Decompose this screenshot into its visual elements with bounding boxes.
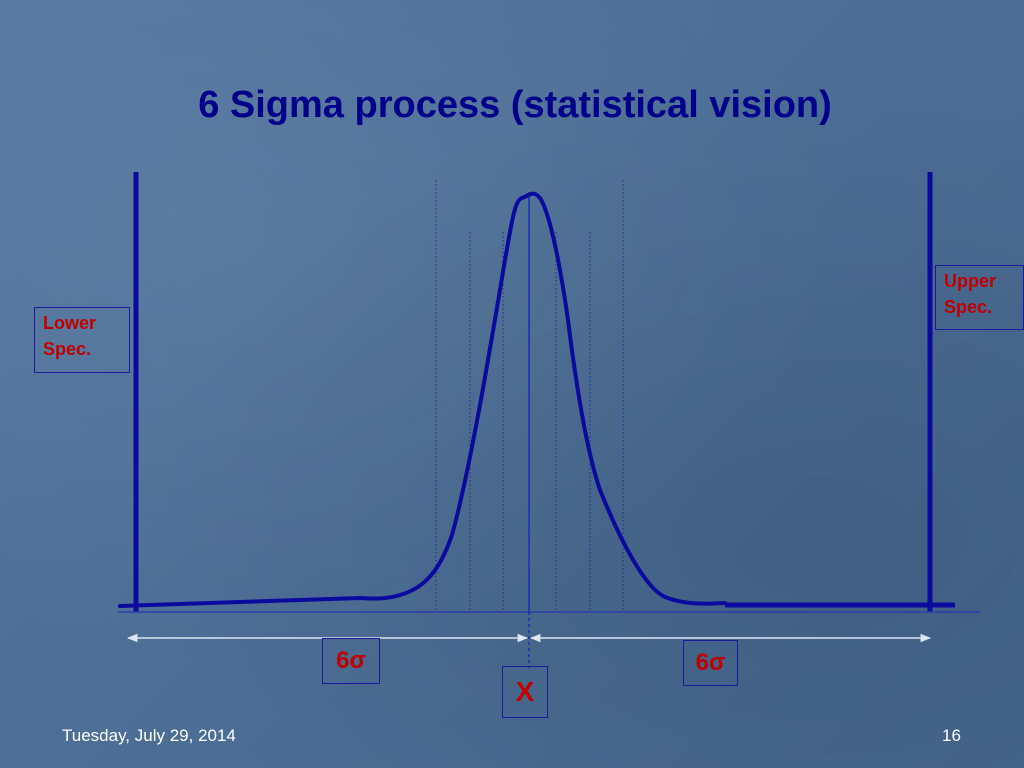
upper-spec-label: Upper Spec. [935,265,1024,330]
distribution-curve [118,191,727,608]
mean-x-label: X [502,666,548,718]
right-six-sigma-label: 6σ [683,640,738,686]
lower-spec-line-1: Lower [43,313,97,333]
upper-spec-line-2: Spec. [944,297,993,317]
slide-title: 6 Sigma process (statistical vision) [198,84,832,126]
left-six-sigma-label: 6σ [322,638,380,684]
lower-spec-label: Lower Spec. [34,307,130,373]
page-number: 16 [942,726,961,745]
footer-date: Tuesday, July 29, 2014 [62,726,236,745]
upper-spec-line-1: Upper [944,271,997,291]
lower-spec-line-2: Spec. [43,339,92,359]
